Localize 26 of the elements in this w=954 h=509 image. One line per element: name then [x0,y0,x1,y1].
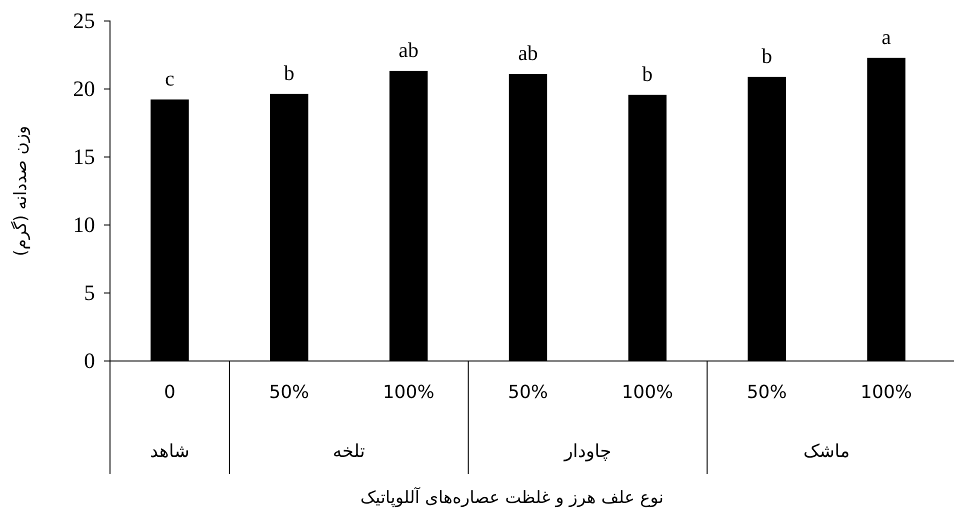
data-label: b [642,62,653,86]
x-tick-label: 100% [622,382,674,404]
text: شاهد [150,441,190,462]
x-tick-label: 50% [269,382,310,404]
x-tick-label: 100% [860,382,912,404]
text: ماشک [803,441,850,462]
data-label: c [165,66,174,90]
y-tick-label: 5 [84,280,95,306]
text: تلخه [332,441,365,462]
y-tick-label: 15 [73,144,95,170]
data-label: b [762,44,772,68]
x-axis-title: نوع علف هرز و غلظت عصاره‌های آللوپاتیک [360,487,664,508]
y-tick-label: 20 [73,76,95,102]
data-label: ab [398,38,418,62]
data-label: b [284,60,294,85]
y-axis-title: وزن صددانه (گرم) [10,126,31,256]
y-tick-label: 10 [73,212,95,238]
y-tick-label: 25 [73,8,95,34]
text: چاودار [563,441,612,462]
x-tick-label: 0 [164,382,176,404]
x-tick-label: 50% [746,382,787,404]
y-tick-label: 0 [84,348,95,374]
data-label: a [882,24,892,49]
x-tick-label: 50% [508,382,548,404]
data-label: ab [518,41,538,66]
x-tick-label: 100% [382,382,434,404]
